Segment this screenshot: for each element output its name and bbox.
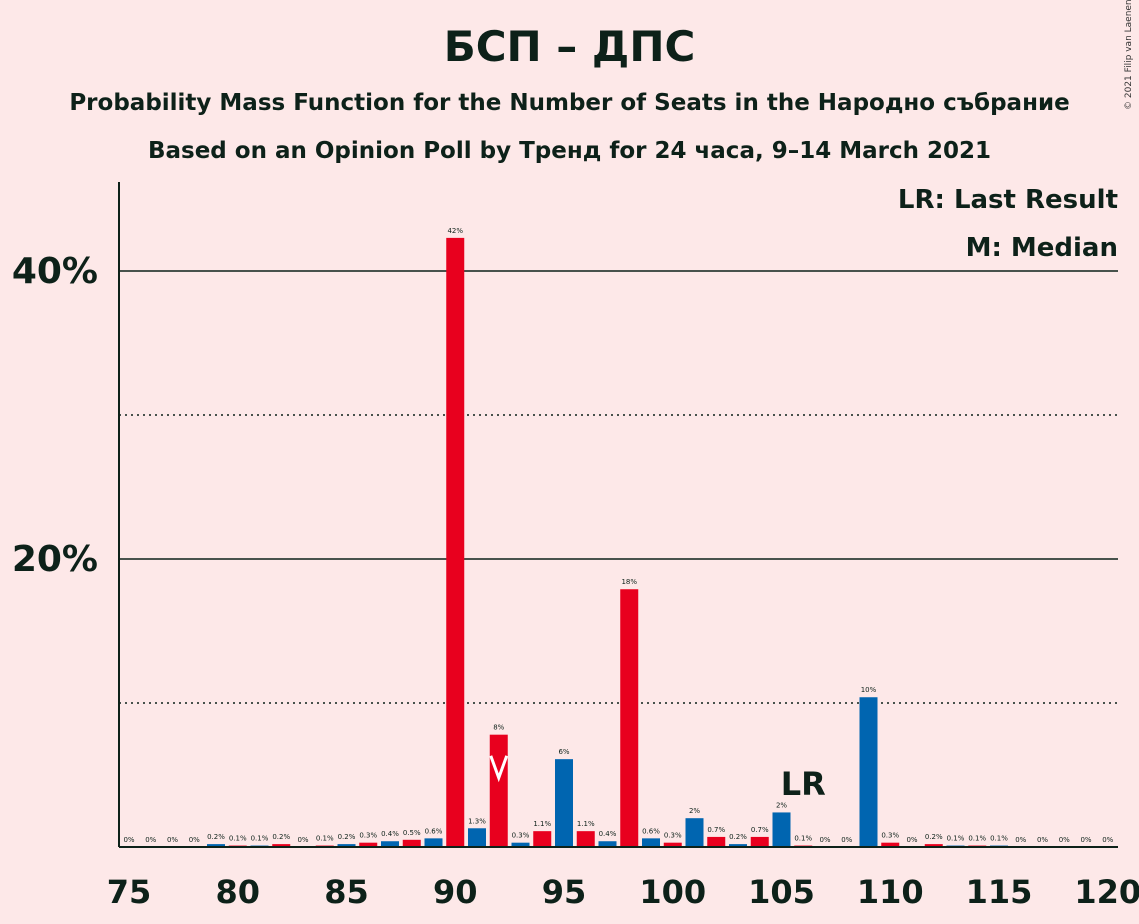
data-label-seat-76: 0% <box>145 836 156 844</box>
legend-median: M: Median <box>965 233 1118 263</box>
bar-seat-89 <box>424 838 443 847</box>
bar-seat-79 <box>207 844 225 847</box>
chart-source-line: Based on an Opinion Poll by Тренд for 24… <box>147 138 992 164</box>
data-label-seat-92: 8% <box>493 724 504 732</box>
data-label-seat-108: 0% <box>841 836 852 844</box>
data-label-seat-113: 0.1% <box>947 835 965 843</box>
bar-seat-85 <box>337 844 356 847</box>
x-tick-label: 110 <box>857 873 924 911</box>
data-label-seat-95: 6% <box>558 748 569 756</box>
data-label-seat-109: 10% <box>861 686 877 694</box>
data-label-seat-85: 0.2% <box>338 833 356 841</box>
data-label-seat-83: 0% <box>297 836 308 844</box>
data-label-seat-97: 0.4% <box>599 830 617 838</box>
x-tick-label: 80 <box>215 873 260 911</box>
x-tick-label: 85 <box>324 873 369 911</box>
data-label-seat-75: 0% <box>123 836 134 844</box>
bar-seat-104 <box>750 836 769 847</box>
bar-seat-105 <box>772 812 791 847</box>
data-label-seat-115: 0.1% <box>990 835 1008 843</box>
bar-seat-100 <box>663 842 682 847</box>
data-label-seat-90: 42% <box>447 227 463 235</box>
bar-seat-93 <box>511 842 530 847</box>
data-label-seat-120: 0% <box>1102 836 1113 844</box>
data-label-seat-79: 0.2% <box>207 833 225 841</box>
bar-seat-103 <box>729 844 747 847</box>
data-label-seat-103: 0.2% <box>729 833 747 841</box>
bar-seat-90 <box>446 237 465 847</box>
data-label-seat-119: 0% <box>1080 836 1091 844</box>
bar-seat-96 <box>576 831 595 847</box>
bar-seat-88 <box>402 839 421 847</box>
bar-seat-82 <box>272 844 291 847</box>
data-label-seat-89: 0.6% <box>425 827 443 835</box>
data-label-seat-107: 0% <box>819 836 830 844</box>
bar-seat-109 <box>859 697 878 847</box>
bar-seat-112 <box>924 844 943 847</box>
x-tick-label: 105 <box>748 873 815 911</box>
data-label-seat-116: 0% <box>1015 836 1026 844</box>
data-label-seat-98: 18% <box>621 578 637 586</box>
x-tick-label: 95 <box>542 873 587 911</box>
data-label-seat-94: 1.1% <box>533 820 551 828</box>
bar-seat-94 <box>533 831 552 847</box>
data-label-seat-118: 0% <box>1059 836 1070 844</box>
data-label-seat-106: 0.1% <box>794 835 812 843</box>
y-tick-label: 20% <box>12 539 98 580</box>
data-label-seat-77: 0% <box>167 836 178 844</box>
bar-seat-97 <box>598 841 617 847</box>
x-tick-label: 75 <box>107 873 152 911</box>
data-label-seat-91: 1.3% <box>468 817 486 825</box>
data-label-seat-111: 0% <box>906 836 917 844</box>
data-label-seat-105: 2% <box>776 801 787 809</box>
chart-title: БСП – ДПС <box>443 22 696 71</box>
data-label-seat-114: 0.1% <box>968 835 986 843</box>
chart-subtitle: Probability Mass Function for the Number… <box>69 90 1070 116</box>
bar-seat-87 <box>381 841 399 847</box>
bar-seat-86 <box>359 842 378 847</box>
data-label-seat-88: 0.5% <box>403 829 421 837</box>
bar-seat-95 <box>555 759 573 847</box>
bar-seat-98 <box>620 589 639 847</box>
data-label-seat-93: 0.3% <box>512 832 530 840</box>
data-label-seat-99: 0.6% <box>642 827 660 835</box>
data-label-seat-82: 0.2% <box>272 833 290 841</box>
x-tick-label: 90 <box>433 873 478 911</box>
data-label-seat-100: 0.3% <box>664 832 682 840</box>
x-tick-label: 115 <box>966 873 1033 911</box>
data-label-seat-84: 0.1% <box>316 835 334 843</box>
x-tick-label: 120 <box>1074 873 1139 911</box>
y-tick-label: 40% <box>12 251 98 292</box>
last-result-label: LR <box>781 765 826 803</box>
bar-seat-101 <box>685 818 704 847</box>
data-label-seat-80: 0.1% <box>229 835 247 843</box>
x-tick-label: 100 <box>639 873 706 911</box>
data-label-seat-87: 0.4% <box>381 830 399 838</box>
bar-seat-92 <box>489 734 508 847</box>
bar-seat-110 <box>881 842 900 847</box>
bar-seat-102 <box>707 836 726 847</box>
data-label-seat-110: 0.3% <box>881 832 899 840</box>
data-label-seat-102: 0.7% <box>707 826 725 834</box>
data-label-seat-101: 2% <box>689 807 700 815</box>
data-label-seat-86: 0.3% <box>359 832 377 840</box>
data-label-seat-112: 0.2% <box>925 833 943 841</box>
bar-seat-91 <box>468 828 486 847</box>
median-marker <box>489 755 509 783</box>
bar-seat-99 <box>642 838 660 847</box>
data-label-seat-104: 0.7% <box>751 826 769 834</box>
data-label-seat-117: 0% <box>1037 836 1048 844</box>
data-label-seat-78: 0% <box>189 836 200 844</box>
legend-last-result: LR: Last Result <box>897 185 1118 215</box>
data-label-seat-81: 0.1% <box>251 835 269 843</box>
data-label-seat-96: 1.1% <box>577 820 595 828</box>
